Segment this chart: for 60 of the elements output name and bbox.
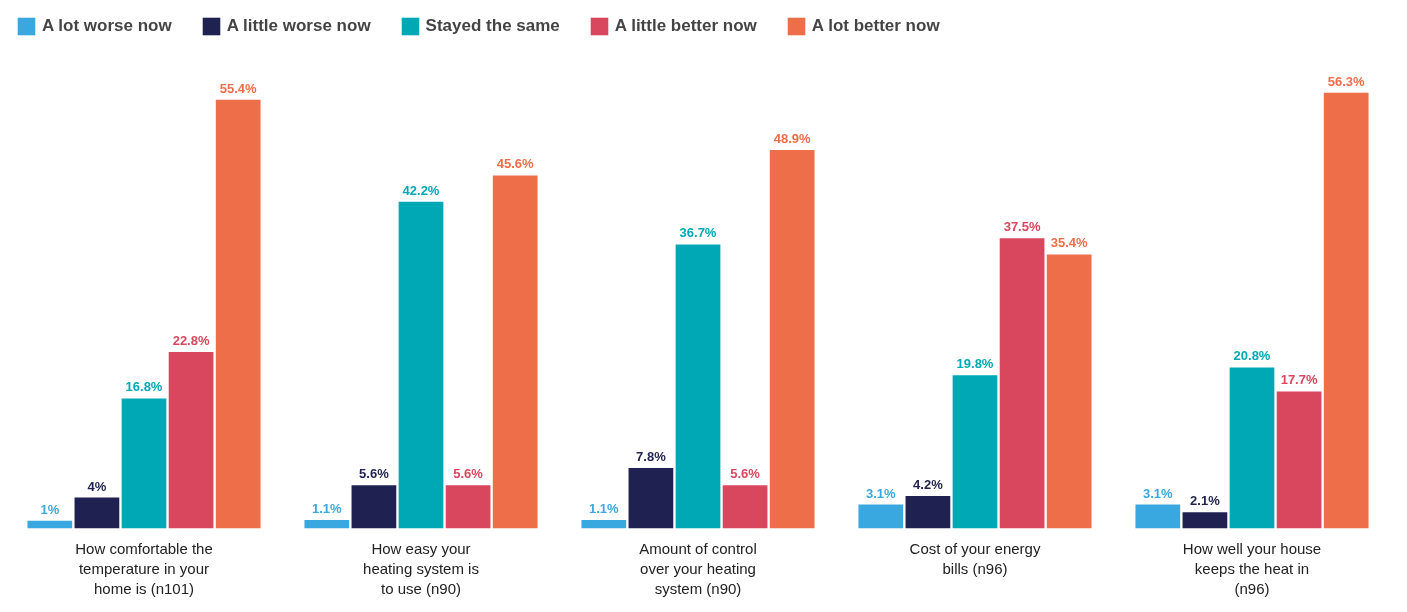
data-label: 5.6%: [453, 466, 484, 482]
bar: [952, 375, 998, 529]
data-label: 36.7%: [679, 225, 717, 241]
legend-label: Stayed the same: [425, 16, 560, 36]
bar: [769, 149, 815, 529]
data-label: 4.2%: [913, 476, 944, 492]
bar: [905, 495, 951, 529]
bar: [1046, 254, 1092, 529]
data-label: 5.6%: [359, 466, 390, 482]
x-tick-label: How easy your heating system is to use (n90): [363, 539, 479, 598]
x-tick-label: How comfortable the temperature in your home is (n101): [75, 539, 213, 598]
bar: [722, 485, 768, 529]
bar: [999, 238, 1045, 529]
bar: [215, 99, 261, 529]
data-label: 35.4%: [1050, 235, 1089, 251]
bar: [858, 504, 904, 529]
bar: [27, 520, 73, 529]
data-label: 1%: [40, 501, 60, 517]
data-label: 19.8%: [956, 356, 994, 372]
data-label: 1.1%: [589, 500, 620, 516]
data-label: 16.8%: [125, 379, 163, 395]
bar: [675, 244, 721, 529]
data-label: 4%: [87, 478, 107, 494]
bar: [628, 468, 674, 529]
bar: [121, 398, 167, 529]
bar: [351, 485, 397, 529]
bar: [581, 519, 627, 529]
data-label: 3.1%: [866, 485, 897, 501]
legend-label: A lot worse now: [42, 16, 172, 36]
bar: [492, 175, 538, 529]
data-label: 2.1%: [1190, 493, 1221, 509]
legend-label: A little better now: [614, 16, 757, 36]
data-label: 20.8%: [1233, 348, 1271, 364]
legend-label: A lot better now: [811, 16, 940, 36]
data-label: 48.9%: [773, 130, 812, 146]
x-tick-label: How well your house keeps the heat in (n96): [1182, 539, 1322, 598]
bar: [1135, 504, 1181, 529]
data-label: 42.2%: [402, 182, 440, 198]
bar: [445, 485, 491, 529]
data-label: 22.8%: [172, 333, 210, 348]
data-label: 45.6%: [496, 156, 535, 172]
data-label: 37.5%: [1003, 219, 1041, 235]
data-label: 5.6%: [730, 466, 761, 482]
bar: [1229, 367, 1275, 529]
bar: [168, 352, 214, 529]
data-label: 55.4%: [219, 80, 258, 96]
data-label: 7.8%: [636, 449, 667, 465]
bar: [1323, 92, 1369, 529]
legend-label: A little worse now: [226, 16, 371, 36]
bar: [1182, 512, 1228, 529]
bar: [1276, 391, 1322, 529]
data-label: 17.7%: [1280, 372, 1318, 388]
bar: [398, 201, 444, 529]
bar: [304, 519, 350, 529]
data-label: 56.3%: [1327, 73, 1366, 89]
bar: [74, 497, 120, 529]
x-tick-label: Amount of control over your heating system (n90): [639, 539, 757, 598]
data-label: 3.1%: [1143, 485, 1174, 501]
data-label: 1.1%: [312, 500, 343, 516]
x-tick-label: Cost of your energy bills (n96): [909, 539, 1041, 577]
